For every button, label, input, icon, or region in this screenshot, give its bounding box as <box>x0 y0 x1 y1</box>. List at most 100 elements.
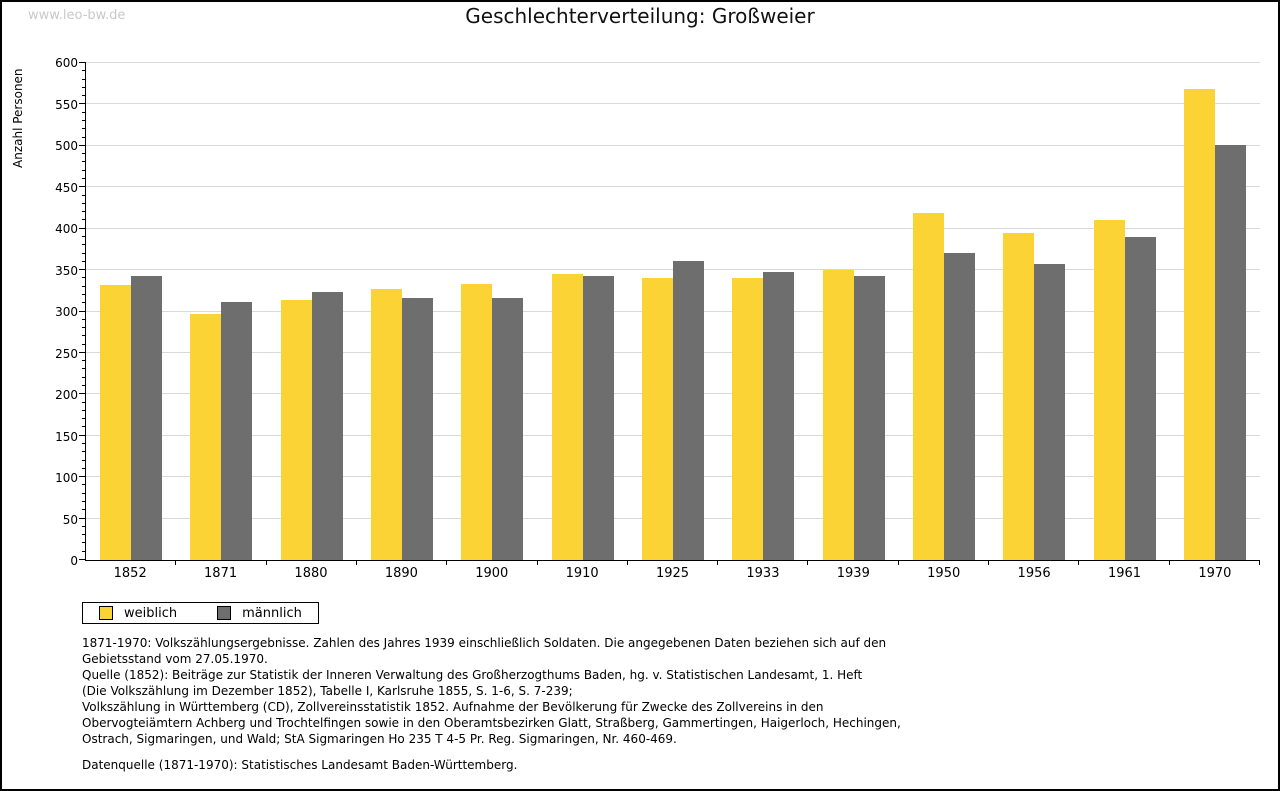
y-major-tick-300 <box>79 310 86 312</box>
y-minor-tick-260 <box>82 343 86 345</box>
y-major-tick-200 <box>79 393 86 395</box>
x-axis-tick-2 <box>265 560 267 565</box>
x-axis-tick-7 <box>717 560 719 565</box>
bar-männlich-1970 <box>1214 145 1246 560</box>
y-minor-tick-140 <box>82 443 86 445</box>
x-axis-tick-12 <box>1168 560 1170 565</box>
y-axis-label-200: 200 <box>55 388 78 403</box>
footnote-lines: 1871-1970: Volkszählungsergebnisse. Zahl… <box>82 635 1202 747</box>
bar-weiblich-1900 <box>461 284 493 560</box>
x-axis-labels: 1852 1871 1880 1890 1900 1910 1925 1933 1939 1950… <box>85 561 1260 581</box>
bar-weiblich-1950 <box>912 212 944 560</box>
y-minor-tick-320 <box>82 293 86 295</box>
bar-weiblich-1871 <box>190 314 222 560</box>
gridline-350 <box>86 269 1260 271</box>
bar-männlich-1925 <box>673 260 705 560</box>
bar-weiblich-1933 <box>732 278 764 560</box>
y-minor-tick-430 <box>82 202 86 204</box>
y-minor-tick-540 <box>82 111 86 113</box>
bar-männlich-1956 <box>1034 264 1066 560</box>
bar-männlich-1910 <box>582 275 614 560</box>
y-minor-tick-20 <box>82 542 86 544</box>
y-minor-tick-330 <box>82 285 86 287</box>
bar-group-1933 <box>718 63 808 560</box>
bar-group-1910 <box>538 63 628 560</box>
footnotes: 1871-1970: Volkszählungsergebnisse. Zahl… <box>82 635 1202 773</box>
y-minor-tick-580 <box>82 78 86 80</box>
footnote-line-3: Quelle (1852): Beiträge zur Statistik de… <box>82 668 863 682</box>
y-minor-tick-130 <box>82 451 86 453</box>
x-axis-tick-3 <box>355 560 357 565</box>
x-axis-tick-6 <box>626 560 628 565</box>
x-axis-tick-13 <box>1259 560 1260 565</box>
bar-group-1925 <box>628 63 718 560</box>
y-minor-tick-440 <box>82 194 86 196</box>
y-minor-tick-480 <box>82 161 86 163</box>
footnote-line-2: Gebietsstand vom 27.05.1970. <box>82 652 268 666</box>
x-axis-label-1956: 1956 <box>1017 566 1051 581</box>
y-minor-tick-110 <box>82 467 86 469</box>
y-minor-tick-390 <box>82 235 86 237</box>
y-minor-tick-470 <box>82 169 86 171</box>
bar-chart: 0 50 100 150 200 250 300 350 400 450 500 550 600 185… <box>55 56 1260 581</box>
x-axis-label-1910: 1910 <box>565 566 599 581</box>
y-minor-tick-120 <box>82 459 86 461</box>
bar-group-1956 <box>989 63 1079 560</box>
bar-group-1880 <box>267 63 357 560</box>
y-major-tick-450 <box>79 186 86 188</box>
x-axis-label-1961: 1961 <box>1107 566 1142 581</box>
bar-weiblich-1880 <box>280 299 312 560</box>
bar-weiblich-1910 <box>551 274 583 560</box>
legend-label: weiblich <box>124 605 178 621</box>
y-major-tick-400 <box>79 227 86 229</box>
bar-männlich-1890 <box>402 298 434 560</box>
bar-group-1900 <box>447 63 537 560</box>
bar-weiblich-1890 <box>371 289 403 560</box>
legend-swatch-männlich <box>217 606 232 620</box>
y-minor-tick-570 <box>82 86 86 88</box>
y-minor-tick-340 <box>82 277 86 279</box>
bar-männlich-1939 <box>853 275 885 560</box>
x-axis-label-1939: 1939 <box>836 566 870 581</box>
x-axis-label-1890: 1890 <box>384 566 418 581</box>
y-minor-tick-590 <box>82 70 86 72</box>
bar-group-1939 <box>809 63 899 560</box>
x-axis-tick-8 <box>807 560 809 565</box>
y-minor-tick-170 <box>82 418 86 420</box>
x-axis-label-1970: 1970 <box>1198 566 1232 581</box>
y-axis-label-50: 50 <box>62 512 78 527</box>
x-axis-label-1950: 1950 <box>927 566 961 581</box>
footnote-line-1: 1871-1970: Volkszählungsergebnisse. Zahl… <box>82 636 887 650</box>
x-axis-label-1852: 1852 <box>113 566 147 581</box>
y-minor-tick-80 <box>82 492 86 494</box>
data-source-line: Datenquelle (1871-1970): Statistisches L… <box>82 758 518 772</box>
y-major-tick-100 <box>79 476 86 478</box>
x-axis-tick-5 <box>536 560 538 565</box>
y-axis-label-150: 150 <box>55 429 78 444</box>
legend-item-männlich: männlich <box>217 606 302 621</box>
y-minor-tick-70 <box>82 501 86 503</box>
y-minor-tick-520 <box>82 128 86 130</box>
x-axis-label-1900: 1900 <box>475 566 509 581</box>
gridline-600 <box>86 62 1260 63</box>
y-major-tick-500 <box>79 144 86 146</box>
legend-item-weiblich: weiblich <box>99 606 177 621</box>
bar-weiblich-1939 <box>822 270 854 560</box>
bar-männlich-1933 <box>763 271 795 560</box>
gridline-450 <box>86 186 1260 188</box>
footnote-line-6: Obervogteiämtern Achberg und Trochtelfin… <box>82 716 901 730</box>
y-minor-tick-290 <box>82 318 86 320</box>
y-minor-tick-530 <box>82 119 86 121</box>
y-major-tick-150 <box>79 434 86 436</box>
x-axis-label-1925: 1925 <box>655 566 690 581</box>
y-minor-tick-10 <box>82 550 86 552</box>
gridline-400 <box>86 227 1260 229</box>
y-axis-label-500: 500 <box>55 139 78 153</box>
x-axis-label-1880: 1880 <box>294 566 328 581</box>
y-major-tick-50 <box>79 517 86 519</box>
bar-group-1890 <box>357 63 447 560</box>
x-axis-label-1871: 1871 <box>204 566 238 581</box>
y-minor-tick-370 <box>82 252 86 254</box>
bar-weiblich-1852 <box>100 285 132 560</box>
watermark: www.leo-bw.de <box>28 8 126 23</box>
